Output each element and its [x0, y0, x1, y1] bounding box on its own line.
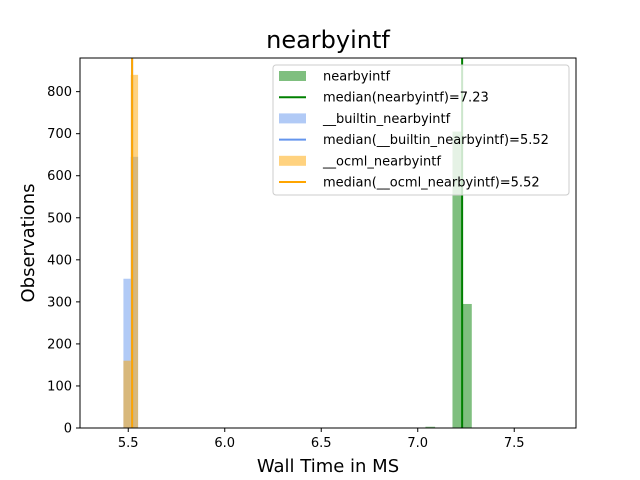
legend-label-3: median(__builtin_nearbyintf)=5.52: [323, 133, 549, 148]
y-tick-label: 100: [47, 379, 72, 394]
legend-swatch-4: [279, 155, 306, 166]
y-tick-label: 600: [47, 169, 72, 184]
histogram-bar-0-0: [425, 426, 436, 428]
legend-label-2: __builtin_nearbyintf: [322, 112, 451, 127]
legend-swatch-0: [279, 71, 306, 81]
x-tick-label: 7.5: [504, 436, 525, 451]
x-axis-ticks: 5.5 6.0 6.5 7.0 7.5: [118, 428, 525, 451]
x-tick-label: 6.5: [311, 436, 332, 451]
y-tick-label: 300: [47, 295, 72, 310]
y-tick-label: 0: [64, 422, 72, 437]
legend-label-1: median(nearbyintf)=7.23: [323, 91, 489, 106]
x-axis-label: Wall Time in MS: [257, 456, 399, 477]
histogram-bar-2-0: [123, 360, 131, 428]
legend-label-4: __ocml_nearbyintf: [322, 154, 441, 169]
plot-frame: [79, 57, 577, 429]
y-tick-label: 800: [47, 85, 72, 100]
legend-box: [272, 64, 570, 196]
y-tick-label: 400: [47, 253, 72, 268]
bars-layer: [123, 74, 472, 428]
y-tick-label: 200: [47, 337, 72, 352]
x-tick-label: 7.0: [407, 436, 428, 451]
legend: nearbyintf median(nearbyintf)=7.23 __built…: [272, 64, 570, 196]
x-tick-label: 5.5: [118, 436, 139, 451]
histogram-bar-2-1: [130, 74, 139, 428]
chart-title: nearbyintf: [266, 26, 390, 54]
y-tick-label: 500: [47, 211, 72, 226]
y-tick-label: 700: [47, 127, 72, 142]
legend-label-0: nearbyintf: [323, 70, 390, 85]
histogram-bar-0-1: [452, 131, 463, 428]
y-axis-ticks: 0 100 200 300 400 500 600 700 800: [47, 85, 80, 437]
histogram-bar-0-2: [462, 303, 472, 428]
histogram-bar-1-0: [123, 278, 131, 428]
legend-label-5: median(__ocml_nearbyintf)=5.52: [323, 176, 540, 191]
x-tick-label: 6.0: [214, 436, 235, 451]
legend-swatch-2: [279, 113, 306, 124]
y-axis-label: Observations: [18, 184, 39, 303]
